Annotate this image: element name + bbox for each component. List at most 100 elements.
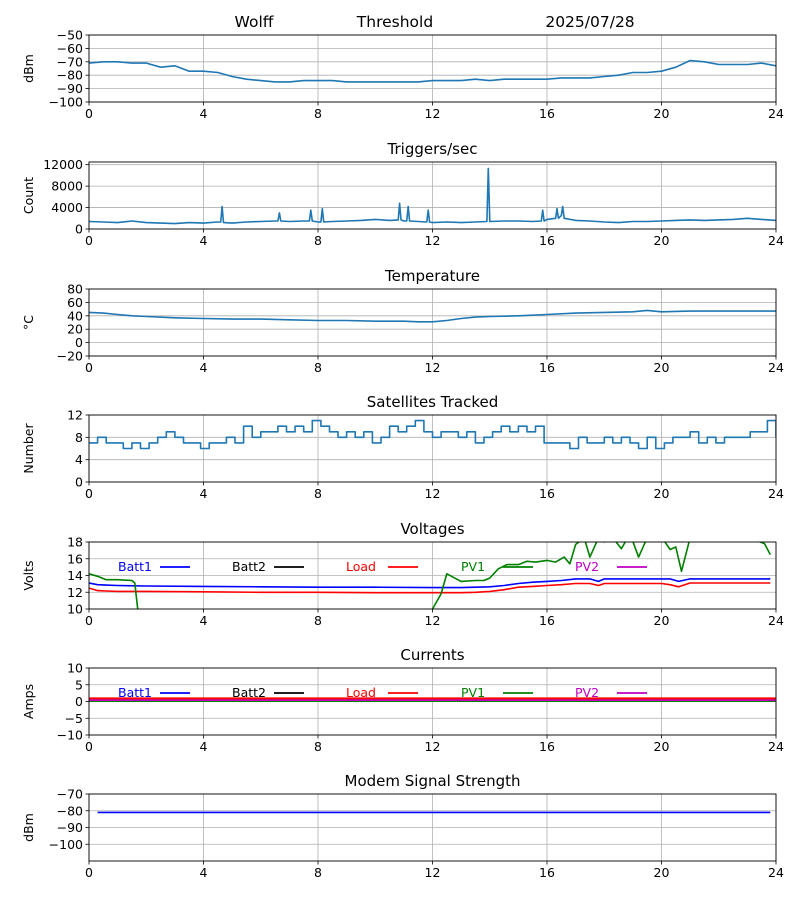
satellites-xtick-label: 20 [654, 486, 670, 501]
modem-xtick-label: 12 [425, 865, 441, 880]
temperature-ytick-label: 20 [67, 322, 83, 337]
modem-title: Modem Signal Strength [345, 772, 521, 790]
modem-ytick-label: −70 [57, 787, 83, 802]
satellites-xtick-label: 4 [200, 486, 208, 501]
threshold-ytick-label: −100 [49, 95, 83, 110]
voltages-series-pv1 [89, 573, 139, 609]
satellites-xtick-label: 8 [314, 486, 322, 501]
voltages-xtick-label: 24 [768, 613, 784, 628]
temperature-xtick-label: 12 [425, 360, 441, 375]
temperature-plot-area [89, 309, 776, 323]
temperature-ytick-label: 0 [75, 335, 83, 350]
threshold-xtick-label: 0 [85, 106, 93, 121]
chart-modem: 0 4 8 12 16 20 24 −70−80 −90 −100 Modem Signal Str… [21, 772, 784, 880]
temperature-xtick-label: 4 [200, 360, 208, 375]
voltages-legend-label: PV2 [575, 559, 599, 574]
satellites-ytick-label: 4 [75, 452, 83, 467]
temperature-xtick-label: 8 [314, 360, 322, 375]
triggers-title: Triggers/sec [387, 140, 478, 158]
satellites-xtick-label: 0 [85, 486, 93, 501]
temperature-xtick-label: 20 [654, 360, 670, 375]
satellites-title: Satellites Tracked [367, 393, 498, 411]
threshold-xtick-label: 12 [425, 106, 441, 121]
currents-xtick-label: 0 [85, 739, 93, 754]
threshold-ytick-label: −60 [57, 41, 83, 56]
voltages-ylabel: Volts [21, 560, 36, 590]
threshold-series-line [89, 59, 776, 83]
threshold-xtick-label: 8 [314, 106, 322, 121]
satellites-ytick-label: 0 [75, 475, 83, 490]
chart-threshold: 0 4 8 12 16 20 24 −50−60−70−80−90−100 dBm [21, 28, 784, 122]
triggers-axes-frame [88, 161, 777, 230]
triggers-ytick-label: 12000 [43, 157, 83, 172]
currents-xtick-label: 20 [654, 739, 670, 754]
currents-xtick-label: 4 [200, 739, 208, 754]
voltages-legend-label: Load [346, 559, 376, 574]
modem-xtick-label: 4 [200, 865, 208, 880]
currents-legend-label: PV1 [461, 685, 485, 700]
threshold-ytick-label: −50 [57, 28, 83, 43]
header-date: 2025/07/28 [545, 13, 634, 31]
satellites-series-line [89, 419, 776, 450]
voltages-plot-area [89, 542, 772, 609]
triggers-ytick-label: 8000 [51, 179, 83, 194]
currents-ytick-label: 10 [67, 661, 83, 676]
currents-legend-label: Batt1 [118, 685, 152, 700]
voltages-xtick-label: 20 [654, 613, 670, 628]
satellites-xtick-label: 24 [768, 486, 784, 501]
voltages-xtick-label: 4 [200, 613, 208, 628]
triggers-xtick-label: 4 [200, 233, 208, 248]
voltages-ytick-label: 14 [67, 568, 83, 583]
satellites-ytick-label: 12 [67, 408, 83, 423]
currents-plot-area [89, 697, 776, 702]
threshold-xtick-label: 24 [768, 106, 784, 121]
currents-ytick-label: 0 [75, 694, 83, 709]
modem-axes-frame [88, 793, 777, 862]
temperature-ytick-label: −20 [57, 349, 83, 364]
threshold-ytick-label: −70 [57, 54, 83, 69]
voltages-xtick-label: 8 [314, 613, 322, 628]
header-station: Wolff [235, 13, 274, 31]
temperature-ytick-label: 40 [67, 308, 83, 323]
modem-ylabel: dBm [21, 813, 36, 842]
triggers-ytick-label: 4000 [51, 200, 83, 215]
modem-xtick-label: 0 [85, 865, 93, 880]
triggers-xtick-label: 20 [654, 233, 670, 248]
triggers-ytick-label: 0 [75, 222, 83, 237]
satellites-axes-frame [88, 414, 777, 483]
voltages-xtick-label: 12 [425, 613, 441, 628]
threshold-plot-area [89, 59, 776, 83]
chart-satellites: 0 4 8 12 16 20 24 12 8 4 0 Satellites Tracked Number [21, 393, 784, 501]
threshold-ylabel: dBm [21, 54, 36, 83]
temperature-axes-frame [88, 288, 777, 357]
voltages-legend-label: Batt1 [118, 559, 152, 574]
triggers-xtick-label: 0 [85, 233, 93, 248]
currents-ytick-label: −10 [57, 728, 83, 743]
modem-xtick-label: 20 [654, 865, 670, 880]
voltages-legend-label: Batt2 [232, 559, 266, 574]
voltages-series-batt1 [89, 578, 771, 589]
threshold-xtick-label: 16 [539, 106, 555, 121]
currents-title: Currents [400, 646, 464, 664]
triggers-xtick-label: 24 [768, 233, 784, 248]
threshold-ytick-label: −90 [57, 81, 83, 96]
currents-ytick-label: 5 [75, 677, 83, 692]
satellites-ylabel: Number [21, 423, 36, 474]
currents-xtick-label: 16 [539, 739, 555, 754]
satellites-xtick-label: 16 [539, 486, 555, 501]
currents-ytick-label: −5 [65, 711, 83, 726]
temperature-xtick-label: 16 [539, 360, 555, 375]
triggers-xtick-label: 8 [314, 233, 322, 248]
temperature-ylabel: °C [21, 315, 36, 330]
temperature-ytick-label: 80 [67, 282, 83, 297]
voltages-ytick-label: 16 [67, 551, 83, 566]
voltages-series-load [89, 582, 771, 594]
temperature-xtick-label: 24 [768, 360, 784, 375]
chart-triggers: 0 4 8 12 16 20 24 12000 8000 4000 0 Triggers/sec Cou… [21, 140, 784, 248]
voltages-ytick-label: 10 [67, 602, 83, 617]
triggers-series-line [89, 167, 776, 225]
